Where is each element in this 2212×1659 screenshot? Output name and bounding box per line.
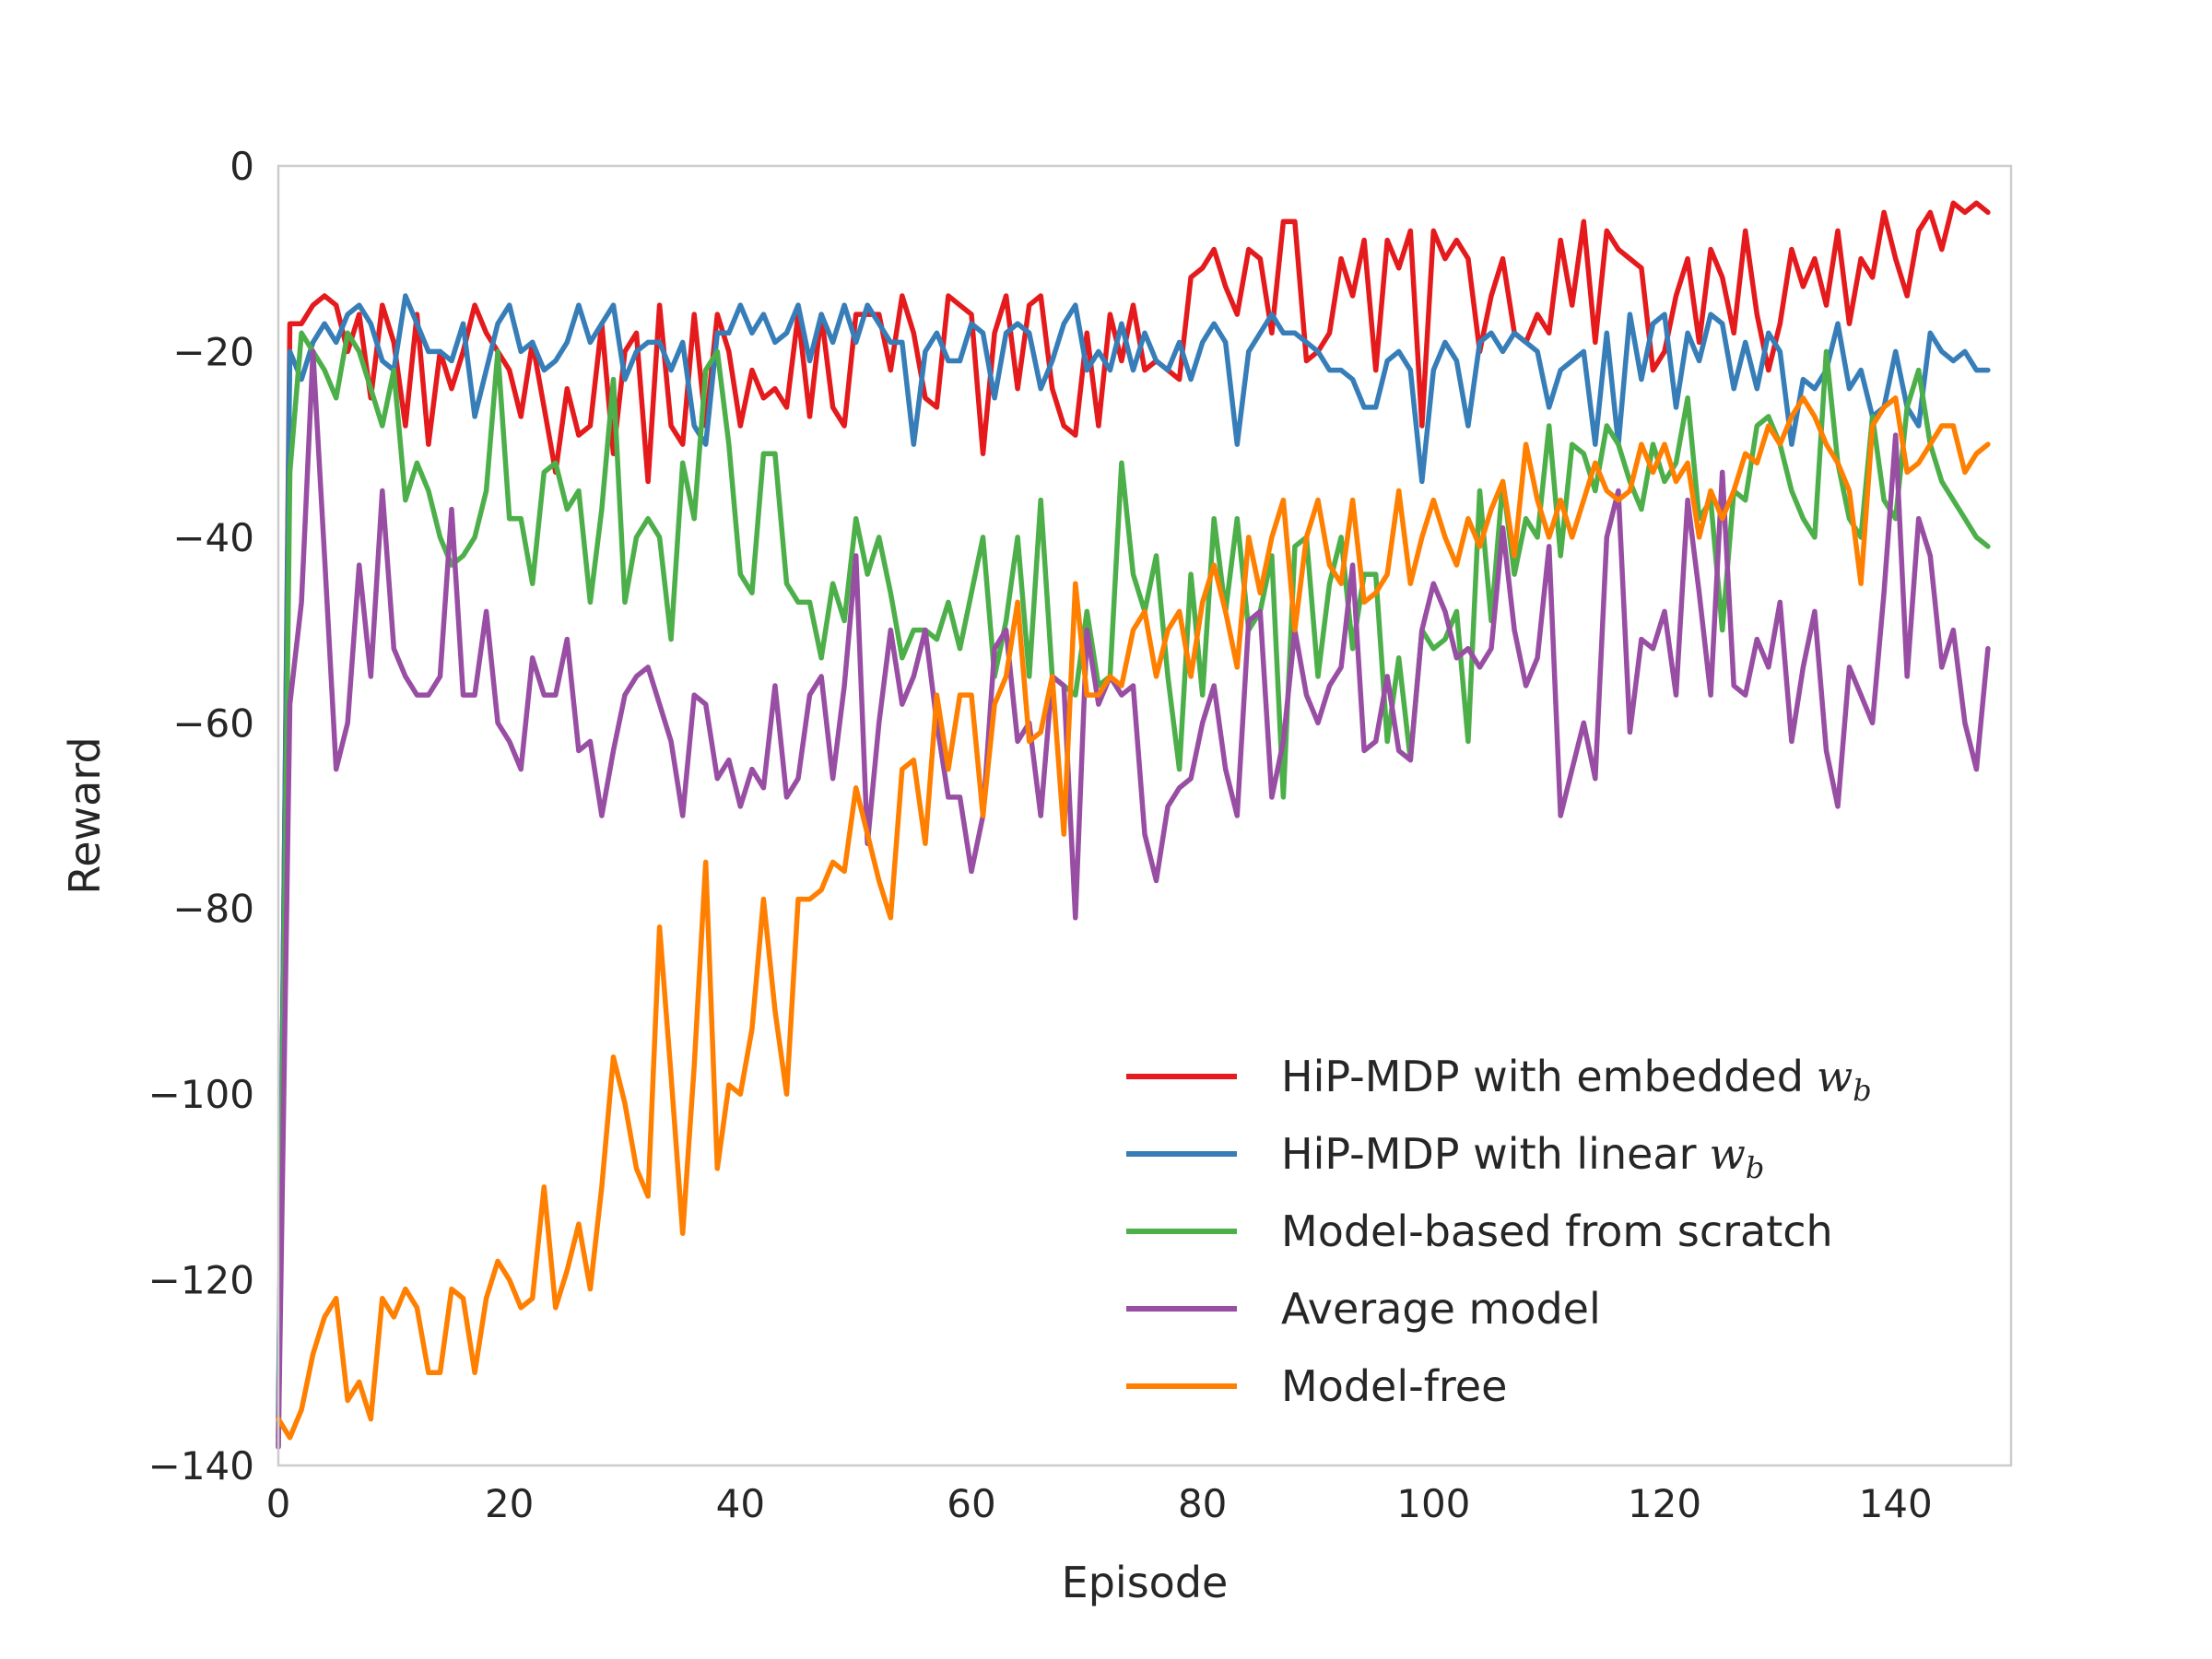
y-tick-label: −20 xyxy=(172,329,254,374)
x-tick-label: 40 xyxy=(716,1481,765,1526)
legend-label-5: Model-free xyxy=(1281,1361,1507,1411)
x-tick-label: 0 xyxy=(266,1481,291,1526)
x-axis-label: Episode xyxy=(1062,1558,1229,1607)
plot-frame xyxy=(276,164,2013,1467)
series-line-1 xyxy=(276,200,1991,1441)
y-axis-label: Reward xyxy=(60,736,110,894)
series-lines xyxy=(276,200,1991,1450)
x-tick-label: 80 xyxy=(1178,1481,1227,1526)
legend-label-1: HiP-MDP with embedded wb xyxy=(1281,1052,1872,1108)
x-tick-label: 100 xyxy=(1396,1481,1470,1526)
y-tick-label: −40 xyxy=(172,515,254,560)
y-tick-label: −140 xyxy=(148,1443,254,1488)
y-tick-label: −100 xyxy=(148,1072,254,1117)
y-tick-label: −80 xyxy=(172,887,254,932)
legend-label-4: Average model xyxy=(1281,1284,1601,1334)
series-line-2 xyxy=(276,293,1991,1422)
series-line-5 xyxy=(276,395,1991,1441)
legend-label-3: Model-based from scratch xyxy=(1281,1206,1833,1256)
x-tick-label: 140 xyxy=(1859,1481,1933,1526)
y-tick-label: −120 xyxy=(148,1258,254,1303)
x-axis-ticks: 0 20 40 60 80 100 120 140 xyxy=(266,1481,1933,1526)
y-tick-label: −60 xyxy=(172,700,254,746)
series-line-4 xyxy=(276,348,1991,1450)
x-tick-label: 20 xyxy=(485,1481,534,1526)
x-tick-label: 60 xyxy=(947,1481,995,1526)
legend-label-2: HiP-MDP with linear wb xyxy=(1281,1129,1764,1185)
legend: HiP-MDP with embedded wb HiP-MDP with line… xyxy=(1126,1052,1872,1411)
x-tick-label: 120 xyxy=(1628,1481,1701,1526)
y-tick-label: 0 xyxy=(229,144,254,189)
y-axis-ticks: 0 −20 −40 −60 −80 −100 −120 −140 xyxy=(148,144,254,1488)
